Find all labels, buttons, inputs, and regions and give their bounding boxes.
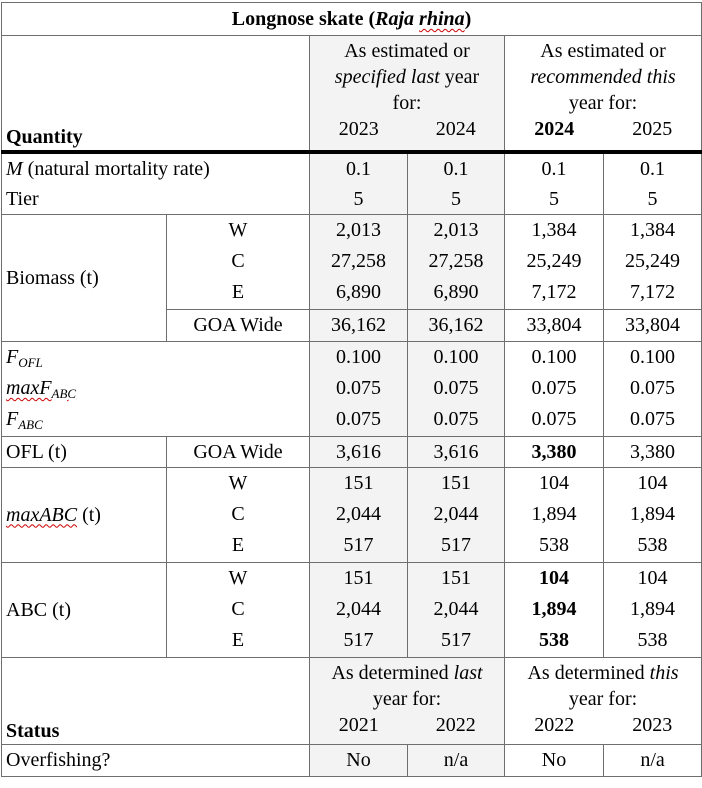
status-header: Status: [1, 656, 310, 745]
m-row: M (natural mortality rate) 0.1 0.1 0.1 0…: [1, 151, 702, 184]
year-header: 2022: [534, 713, 575, 736]
table-title: Longnose skate (Raja rhina): [0, 2, 702, 36]
year-header: 2023: [632, 713, 673, 736]
title-row: Longnose skate (Raja rhina): [0, 2, 702, 36]
table-cell: 36,162: [309, 308, 408, 342]
region-label: GOA Wide: [166, 435, 310, 468]
row-label: M (natural mortality rate): [1, 151, 310, 184]
table-cell: 0.1: [504, 151, 604, 184]
row-label: Biomass (t): [1, 213, 167, 342]
table-cell: 3,380: [602, 435, 702, 468]
last-year-header: As estimated or specified last year for:…: [309, 35, 505, 154]
value-column: 104 1,894 538: [504, 561, 604, 658]
value-column: 0.100 0.075 0.075: [309, 340, 408, 437]
value-column: 0.100 0.075 0.075: [407, 340, 505, 437]
value-column: 0.100 0.075 0.075: [504, 340, 604, 437]
table-cell: 0.1: [407, 151, 505, 184]
row-label: ABC (t): [1, 561, 167, 658]
table-cell: 33,804: [602, 308, 702, 342]
status-this-header: As determined this year for: 2022 2023: [503, 656, 702, 745]
biomass-goa-row: GOA Wide 36,162 36,162 33,804 33,804: [2, 308, 702, 342]
year-header: 2022: [435, 713, 476, 736]
table-cell: 3,616: [407, 435, 505, 468]
table-cell: 3,616: [309, 435, 408, 468]
value-column: 151 2,044 517: [309, 466, 408, 563]
table-cell: 3,380: [504, 435, 604, 468]
table-cell: 33,804: [504, 308, 604, 342]
status-header-row: Status As determined last year for: 2021…: [1, 656, 702, 745]
table-cell: 5: [309, 184, 408, 215]
year-header: 2021: [338, 713, 379, 736]
ofl-row: OFL (t) GOA Wide 3,616 3,616 3,380 3,380: [1, 435, 702, 468]
row-label: Overfishing?: [1, 743, 310, 777]
year-header: 2025: [632, 118, 673, 140]
value-column: 1,384 25,249 7,172: [504, 213, 604, 310]
table-cell: 5: [602, 184, 702, 215]
status-last-header: As determined last year for: 2021 2022: [309, 656, 505, 745]
region-label: GOA Wide: [166, 308, 310, 342]
table-cell: 5: [504, 184, 604, 215]
table-cell: 0.1: [602, 151, 702, 184]
value-column: 104 1,894 538: [602, 561, 702, 658]
value-column: 104 1,894 538: [602, 466, 702, 563]
row-label: OFL (t): [1, 435, 167, 468]
value-column: 151 2,044 517: [407, 561, 505, 658]
table-cell: 0.1: [309, 151, 408, 184]
year-header: 2023: [338, 118, 379, 140]
value-column: 151 2,044 517: [407, 466, 505, 563]
quantity-header: Quantity: [1, 35, 310, 154]
table-cell: n/a: [602, 743, 702, 777]
value-column: 2,013 27,258 6,890: [309, 213, 408, 310]
table-cell: 5: [407, 184, 505, 215]
value-column: 0.100 0.075 0.075: [602, 340, 702, 437]
f-rows: FOFL maxFABC FABC 0.100 0.075 0.075 0.100 0…: [1, 340, 702, 437]
value-column: 1,384 25,249 7,172: [602, 213, 702, 310]
row-label: maxABC (t): [1, 466, 167, 563]
header-row: Quantity As estimated or specified last …: [1, 35, 702, 154]
table-cell: n/a: [407, 743, 505, 777]
row-label: Tier: [1, 184, 310, 215]
region-column: W C E: [166, 213, 310, 310]
biomass-row: Biomass (t) W C E 2,013 27,258 6,890 2,013…: [1, 213, 702, 342]
this-year-header: As estimated or recommended this year fo…: [503, 35, 702, 154]
f-labels: FOFL maxFABC FABC: [1, 340, 310, 437]
overfishing-row: Overfishing? No n/a No n/a: [1, 743, 702, 777]
table-cell: No: [309, 743, 408, 777]
value-column: 2,013 27,258 6,890: [407, 213, 505, 310]
table-cell: No: [504, 743, 604, 777]
year-header: 2024: [534, 118, 575, 140]
table-cell: 36,162: [407, 308, 505, 342]
value-column: 104 1,894 538: [504, 466, 604, 563]
year-header: 2024: [435, 118, 476, 140]
tier-row: Tier 5 5 5 5: [1, 184, 702, 215]
value-column: 151 2,044 517: [309, 561, 408, 658]
